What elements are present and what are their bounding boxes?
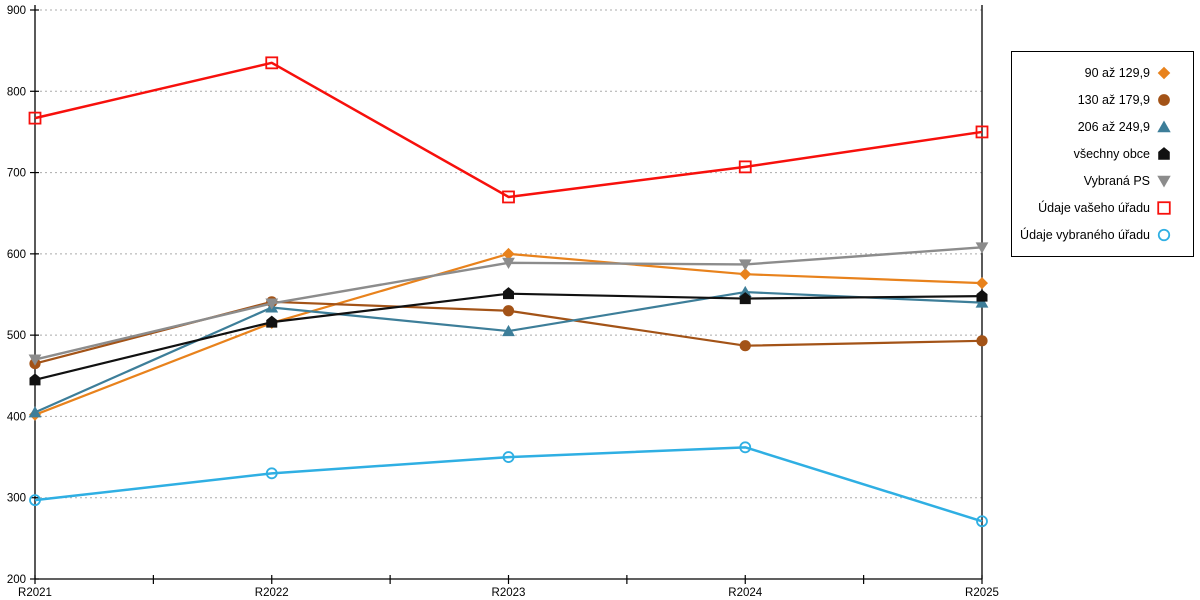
legend-label: všechny obce (1073, 146, 1150, 161)
data-point-marker (28, 406, 42, 418)
x-tick-label: R2022 (255, 587, 289, 599)
data-point-marker (975, 125, 989, 139)
y-tick-label: 700 (7, 168, 26, 180)
legend-marker-diamond-icon (1157, 66, 1171, 79)
legend-item: všechny obce (1012, 140, 1193, 167)
data-point-marker (266, 315, 278, 328)
legend-marker-pentagon-icon (1158, 146, 1170, 160)
data-point-marker (29, 373, 41, 386)
data-point-marker (28, 111, 42, 125)
legend-label: Údaje vybraného úřadu (1020, 227, 1150, 242)
y-axis-labels: 200 300 400 500 600 700 800 900 (7, 5, 26, 586)
data-point-marker (502, 190, 515, 204)
data-point-marker (503, 287, 514, 300)
legend-item: 90 až 129,9 (1012, 59, 1193, 86)
data-point-marker (975, 296, 989, 308)
series-line (34, 446, 983, 523)
legend-marker-circle-open-icon (1157, 228, 1171, 241)
data-point-marker (29, 494, 41, 507)
data-point-marker (28, 354, 42, 366)
data-point-marker (502, 451, 515, 463)
legend-item: Údaje vašeho úřadu (1012, 194, 1193, 221)
legend-label: Údaje vašeho úřadu (1038, 200, 1150, 215)
y-tick-label: 900 (7, 5, 26, 17)
data-point-marker (976, 335, 988, 347)
legend-item: 206 až 249,9 (1012, 113, 1193, 140)
series-4 (28, 242, 989, 366)
legend-marker-triangle-down-icon (1157, 175, 1171, 188)
data-point-marker (502, 305, 515, 317)
data-point-marker (739, 441, 752, 454)
data-point-marker (502, 247, 515, 260)
legend-item: 130 až 179,9 (1012, 86, 1193, 113)
data-point-marker (739, 268, 752, 281)
y-tick-label: 300 (7, 493, 26, 505)
series-5 (28, 56, 989, 204)
data-point-marker (739, 340, 751, 352)
y-tick-label: 500 (7, 330, 26, 342)
data-point-marker (976, 289, 988, 302)
legend-label: 130 až 179,9 (1077, 92, 1150, 107)
data-point-marker (976, 515, 988, 528)
y-tick-label: 600 (7, 249, 26, 261)
data-point-marker (265, 467, 278, 480)
legend-marker-square-open-icon (1157, 200, 1171, 215)
series-6 (29, 441, 988, 528)
x-tick-label: R2023 (492, 587, 526, 599)
data-point-marker (975, 242, 989, 254)
y-tick-label: 400 (7, 411, 26, 423)
data-point-marker (976, 277, 988, 290)
x-tick-label: R2025 (965, 587, 999, 599)
data-point-marker (738, 259, 752, 271)
x-tick-label: R2021 (18, 587, 52, 599)
series-3 (29, 287, 988, 386)
legend-item: Vybraná PS (1012, 167, 1193, 194)
data-point-marker (738, 160, 752, 174)
y-tick-label: 200 (7, 574, 26, 586)
chart-legend: 90 až 129,9 130 až 179,9 206 až 249,9 všech… (1011, 51, 1194, 257)
series-line (34, 61, 983, 199)
y-tick-label: 800 (7, 86, 26, 98)
x-axis-labels: R2021 R2022 R2023 R2024 R2025 (18, 587, 999, 599)
data-point-marker (502, 257, 515, 269)
legend-label: 90 až 129,9 (1084, 65, 1150, 80)
data-point-marker (265, 298, 279, 310)
legend-marker-circle-icon (1158, 93, 1170, 106)
x-tick-label: R2024 (728, 587, 762, 599)
data-point-marker (265, 56, 279, 70)
legend-label: Vybraná PS (1083, 173, 1150, 188)
legend-marker-triangle-up-icon (1157, 119, 1171, 132)
data-point-marker (738, 285, 752, 298)
legend-item: Údaje vybraného úřadu (1012, 221, 1193, 248)
data-point-marker (739, 292, 751, 305)
data-point-marker (502, 324, 515, 337)
legend-label: 206 až 249,9 (1077, 119, 1150, 134)
